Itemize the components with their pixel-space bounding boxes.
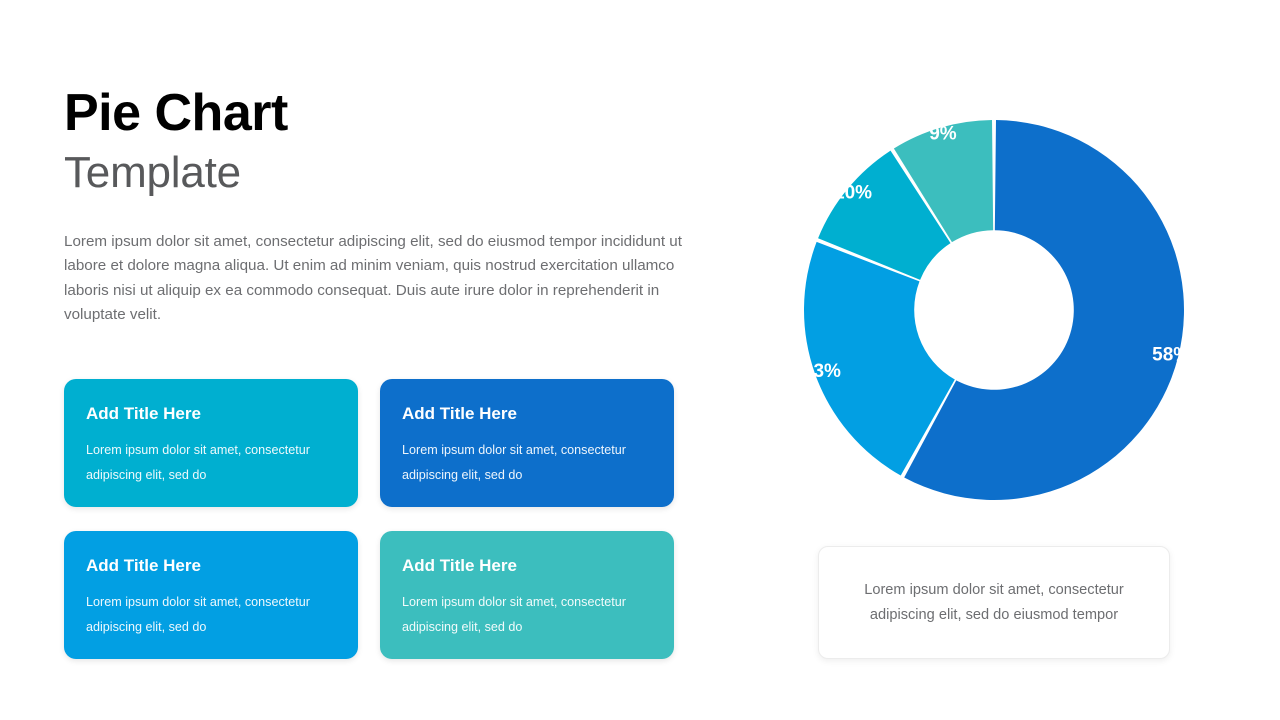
feature-card-grid: Add Title Here Lorem ipsum dolor sit ame…: [64, 379, 674, 659]
feature-card-body: Lorem ipsum dolor sit amet, consectetur …: [402, 442, 626, 482]
donut-slice-label: 23%: [803, 361, 841, 382]
text-column: Pie Chart Template Lorem ipsum dolor sit…: [64, 86, 724, 328]
donut-slice-label: 10%: [834, 182, 872, 203]
chart-caption-text: Lorem ipsum dolor sit amet, consectetur …: [864, 581, 1124, 623]
donut-label-group: 58% 23% 10% 9%: [803, 123, 1185, 382]
feature-card-title: Add Title Here: [86, 556, 201, 575]
feature-card-title: Add Title Here: [86, 404, 201, 423]
donut-slice-label: 9%: [929, 123, 957, 144]
donut-slice[interactable]: [904, 120, 1184, 500]
feature-card[interactable]: Add Title Here Lorem ipsum dolor sit ame…: [380, 379, 674, 507]
feature-card-title: Add Title Here: [402, 556, 517, 575]
chart-caption-box: Lorem ipsum dolor sit amet, consectetur …: [818, 546, 1170, 659]
feature-card-body: Lorem ipsum dolor sit amet, consectetur …: [86, 442, 310, 482]
donut-slice-label: 58%: [1152, 345, 1185, 366]
donut-slice[interactable]: [893, 120, 994, 243]
page-title: Pie Chart: [64, 84, 288, 142]
feature-card[interactable]: Add Title Here Lorem ipsum dolor sit ame…: [380, 531, 674, 659]
feature-card[interactable]: Add Title Here Lorem ipsum dolor sit ame…: [64, 379, 358, 507]
donut-chart: 58% 23% 10% 9%: [803, 118, 1185, 502]
donut-chart-svg: 58% 23% 10% 9%: [803, 120, 1185, 500]
donut-slice-group: [804, 120, 1184, 500]
page-subtitle: Template: [64, 147, 241, 197]
feature-card[interactable]: Add Title Here Lorem ipsum dolor sit ame…: [64, 531, 358, 659]
donut-slice[interactable]: [818, 150, 951, 280]
intro-paragraph: Lorem ipsum dolor sit amet, consectetur …: [64, 232, 682, 324]
feature-card-body: Lorem ipsum dolor sit amet, consectetur …: [402, 594, 626, 634]
feature-card-title: Add Title Here: [402, 404, 517, 423]
feature-card-body: Lorem ipsum dolor sit amet, consectetur …: [86, 594, 310, 634]
donut-slice[interactable]: [804, 241, 955, 476]
